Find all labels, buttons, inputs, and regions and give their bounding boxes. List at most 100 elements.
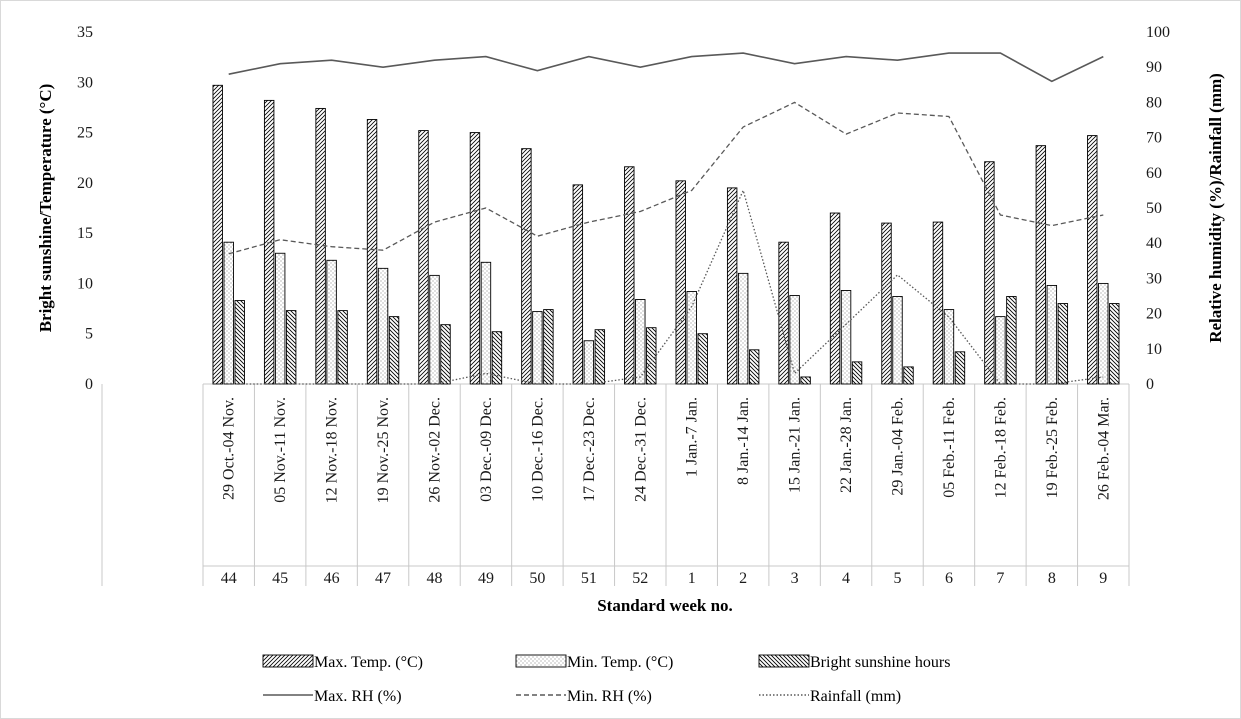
x-week-label: 4 <box>842 570 850 587</box>
y-left-tick-label: 10 <box>77 275 93 292</box>
bar <box>326 259 337 385</box>
bar <box>594 329 606 385</box>
x-week-label: 9 <box>1099 570 1107 587</box>
x-date-label: 8 Jan.-14 Jan. <box>735 397 752 485</box>
bar <box>1057 303 1069 385</box>
y-left-tick-label: 25 <box>77 125 93 142</box>
bar <box>543 309 554 385</box>
x-week-label: 44 <box>221 570 237 587</box>
bar <box>932 221 944 385</box>
y-right-tick-label: 0 <box>1146 376 1154 393</box>
bar <box>532 311 543 385</box>
bar <box>418 130 429 385</box>
x-week-label: 1 <box>688 570 696 587</box>
legend-label: Bright sunshine hours <box>810 654 950 671</box>
x-week-label: 51 <box>581 570 597 587</box>
bar <box>851 361 863 385</box>
bar <box>646 327 657 385</box>
y-left-tick-label: 5 <box>85 326 93 343</box>
bar <box>737 272 749 385</box>
bar <box>995 316 1006 385</box>
x-week-label: 48 <box>427 570 443 587</box>
bar <box>840 290 852 385</box>
bar <box>1046 284 1058 385</box>
bar <box>778 241 789 385</box>
bar <box>469 132 481 385</box>
y-right-tick-label: 20 <box>1146 306 1162 323</box>
bar <box>1109 303 1120 385</box>
legend-label: Min. Temp. (°C) <box>567 654 673 671</box>
bar <box>635 299 646 385</box>
bar <box>881 222 892 385</box>
bar <box>1035 145 1047 385</box>
bar <box>892 296 903 385</box>
x-date-label: 26 Nov.-02 Dec. <box>427 397 444 503</box>
x-axis-title: Standard week no. <box>597 596 733 615</box>
bar <box>377 267 389 385</box>
x-date-label: 12 Nov.-18 Nov. <box>324 397 341 503</box>
bar <box>800 376 811 385</box>
y-left-tick-label: 20 <box>77 175 93 192</box>
legend-label: Max. RH (%) <box>314 688 402 705</box>
bar <box>624 166 635 385</box>
y-right-tick-label: 50 <box>1146 200 1162 217</box>
x-week-label: 5 <box>894 570 902 587</box>
x-week-label: 6 <box>945 570 953 587</box>
y-axis-right-title: Relative humidity (%)/Rainfall (mm) <box>1206 73 1225 343</box>
bar <box>491 331 503 385</box>
y-left-tick-label: 15 <box>77 225 93 242</box>
bar <box>1087 135 1098 385</box>
bar <box>212 84 223 385</box>
x-week-label: 7 <box>996 570 1004 587</box>
x-week-label: 47 <box>375 570 391 587</box>
bar <box>984 161 995 385</box>
x-week-label: 3 <box>791 570 799 587</box>
x-date-label: 05 Feb.-11 Feb. <box>941 397 958 498</box>
series-line <box>228 101 1104 255</box>
bar <box>234 300 245 385</box>
bar <box>954 351 966 385</box>
legend-swatch <box>515 654 567 668</box>
bar <box>829 212 841 385</box>
y-right-tick-label: 70 <box>1146 130 1162 147</box>
legend-label: Max. Temp. (°C) <box>314 654 423 671</box>
y-right-tick-label: 10 <box>1146 341 1162 358</box>
x-date-label: 17 Dec.-23 Dec. <box>581 397 598 502</box>
legend-swatch <box>262 654 314 668</box>
x-week-label: 50 <box>529 570 545 587</box>
bar <box>440 324 451 385</box>
bar <box>1006 296 1017 385</box>
bar <box>943 309 955 385</box>
x-date-label: 03 Dec.-09 Dec. <box>478 397 495 502</box>
x-date-label: 10 Dec.-16 Dec. <box>529 397 546 502</box>
bar <box>521 148 532 385</box>
y-right-tick-label: 100 <box>1146 24 1170 41</box>
y-right-tick-label: 40 <box>1146 235 1162 252</box>
bar <box>903 366 914 385</box>
bar <box>388 316 400 385</box>
x-date-label: 19 Feb.-25 Feb. <box>1044 397 1061 498</box>
x-date-label: 29 Jan.-04 Feb. <box>890 397 907 496</box>
x-date-label: 19 Nov.-25 Nov. <box>375 397 392 503</box>
y-left-tick-label: 35 <box>77 24 93 41</box>
x-date-label: 15 Jan.-21 Jan. <box>787 397 804 493</box>
x-date-label: 22 Jan.-28 Jan. <box>838 397 855 493</box>
bar <box>274 252 286 385</box>
x-date-label: 29 Oct.-04 Nov. <box>221 397 238 500</box>
legend-label: Rainfall (mm) <box>810 688 901 705</box>
y-right-tick-label: 90 <box>1146 59 1162 76</box>
x-week-label: 49 <box>478 570 494 587</box>
x-date-label: 24 Dec.-31 Dec. <box>632 397 649 502</box>
bar <box>1098 282 1109 385</box>
x-week-label: 46 <box>324 570 340 587</box>
x-date-label: 12 Feb.-18 Feb. <box>992 397 1009 498</box>
x-date-label: 26 Feb.-04 Mar. <box>1095 397 1112 500</box>
y-right-tick-label: 60 <box>1146 165 1162 182</box>
bar <box>583 340 595 385</box>
x-week-label: 2 <box>739 570 747 587</box>
y-left-tick-label: 0 <box>85 376 93 393</box>
y-left-tick-label: 30 <box>77 74 93 91</box>
